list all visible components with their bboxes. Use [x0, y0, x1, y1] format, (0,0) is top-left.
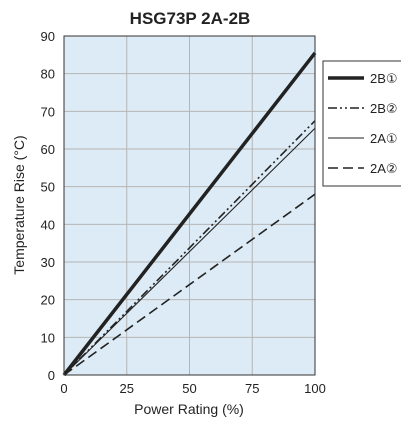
- legend-box: [322, 60, 401, 187]
- y-axis-label: Temperature Rise (°C): [11, 135, 27, 274]
- series-line-3: [63, 127, 316, 376]
- y-tick-label: 50: [41, 180, 55, 195]
- x-tick-label: 75: [245, 381, 259, 396]
- legend-label-1: 2B①: [370, 71, 398, 86]
- grid-lines: [64, 36, 315, 375]
- y-tick-label: 20: [41, 293, 55, 308]
- tick-labels: 0 25 50 75 100 0 10 20 30 40 50 60 70 80 90: [41, 29, 326, 396]
- y-tick-label: 0: [48, 368, 55, 383]
- legend: 2B① 2B② 2A① 2A②: [322, 60, 401, 187]
- legend-label-3: 2A①: [370, 131, 398, 146]
- series-line-1: [62, 51, 317, 377]
- y-tick-label: 90: [41, 29, 55, 44]
- chart-title: HSG73P 2A-2B: [130, 9, 251, 28]
- legend-label-2: 2B②: [370, 101, 398, 116]
- y-tick-label: 80: [41, 67, 55, 82]
- x-tick-label: 50: [182, 381, 196, 396]
- x-tick-label: 25: [120, 381, 134, 396]
- y-tick-label: 60: [41, 142, 55, 157]
- y-tick-label: 10: [41, 330, 55, 345]
- x-tick-label: 100: [304, 381, 326, 396]
- y-tick-label: 30: [41, 255, 55, 270]
- x-tick-label: 0: [60, 381, 67, 396]
- y-tick-label: 40: [41, 217, 55, 232]
- legend-label-4: 2A②: [370, 161, 398, 176]
- series-line-4: [63, 193, 316, 376]
- y-tick-label: 70: [41, 104, 55, 119]
- plot-frame: [63, 35, 316, 376]
- series-line-2: [63, 120, 316, 376]
- series-lines: [62, 51, 317, 377]
- x-axis-label: Power Rating (%): [134, 401, 244, 417]
